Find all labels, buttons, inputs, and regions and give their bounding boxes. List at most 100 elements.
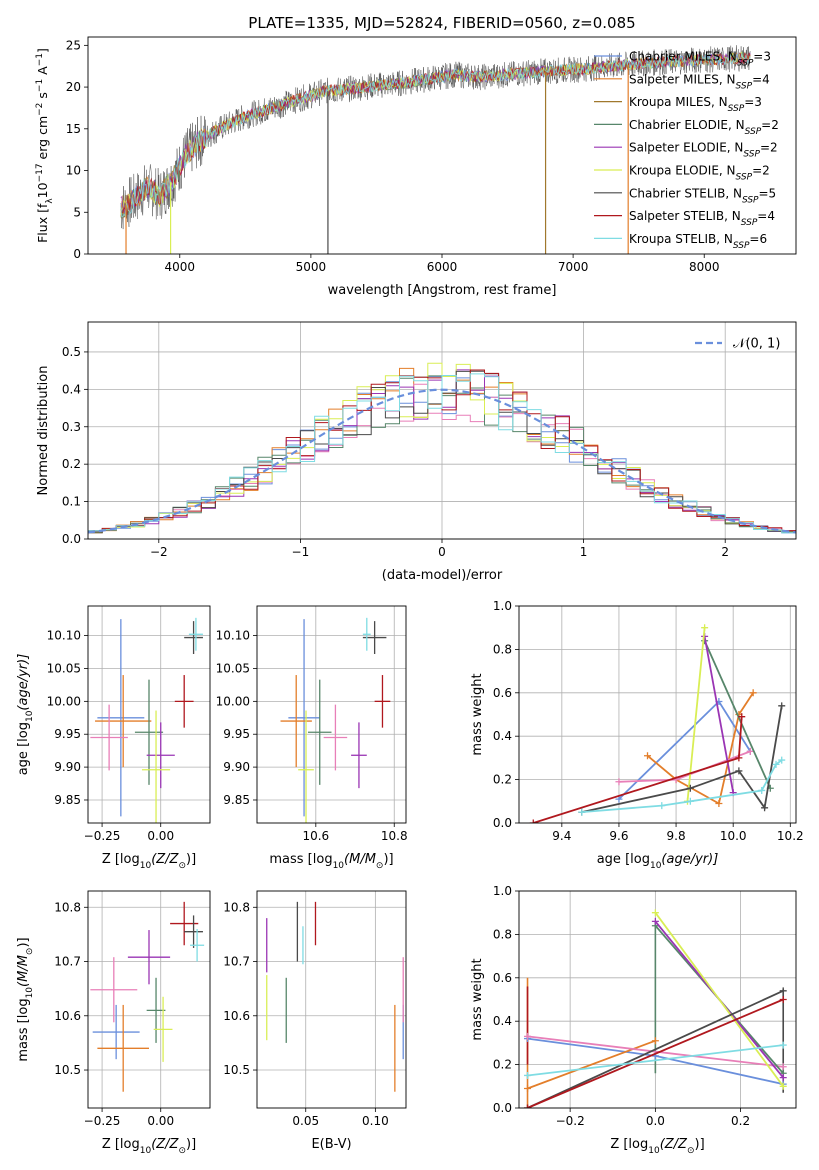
weight-point-marker xyxy=(658,802,666,810)
x-tick-label: 0.10 xyxy=(362,1114,389,1128)
y-tick-label: 0.2 xyxy=(62,457,81,471)
y-tick-label: 5 xyxy=(73,205,81,219)
weight-point-marker xyxy=(746,747,754,755)
label-part: SSP xyxy=(736,173,753,183)
y-tick-label: 0.8 xyxy=(493,927,512,941)
label-part: mass [log xyxy=(16,998,31,1061)
y-tick-label: 0.2 xyxy=(493,773,512,787)
x-tick-label: 0.00 xyxy=(147,829,174,843)
weight-point-marker xyxy=(644,752,652,760)
label-part: )] xyxy=(16,937,31,947)
age-vs-metallicity-panel: −0.25 0.00 9.85 9.90 9.95 10.00 10.05 10.10 Z [l… xyxy=(16,605,211,871)
y-tick-label: 9.95 xyxy=(54,727,81,741)
label-part: ⊙ xyxy=(687,1146,695,1156)
y-tick-label: 1.0 xyxy=(493,884,512,898)
weight-point-marker xyxy=(701,624,709,632)
weight-point-marker xyxy=(779,1041,787,1049)
x-tick-label: 10.6 xyxy=(302,829,329,843)
weight-point-marker xyxy=(778,702,786,710)
x-axis-label: age [log10(age/yr)] xyxy=(597,852,719,871)
figure-title: PLATE=1335, MJD=52824, FIBERID=0560, z=0… xyxy=(248,14,635,32)
x-axis-label: E(B-V) xyxy=(311,1137,351,1152)
y-tick-label: 10.10 xyxy=(47,629,81,643)
label-part: =6 xyxy=(749,232,767,246)
y-tick-label: 10.8 xyxy=(223,900,250,914)
y-tick-label: 9.90 xyxy=(54,760,81,774)
label-part: Salpeter ELODIE, N xyxy=(629,141,743,155)
axes-frame xyxy=(87,890,211,1109)
y-tick-label: 0.4 xyxy=(493,1014,512,1028)
x-axis-label: wavelength [Angstrom, rest frame] xyxy=(328,283,557,298)
weight-point-marker xyxy=(758,786,766,794)
label-part: ⊙ xyxy=(178,1146,186,1156)
label-part: Salpeter MILES, N xyxy=(629,72,736,86)
y-tick-label: 0.5 xyxy=(62,345,81,359)
y-tick-label: 10.7 xyxy=(54,955,81,969)
axes-frame xyxy=(518,605,797,824)
label-part: Z [log xyxy=(102,1137,140,1152)
x-tick-label: 0.2 xyxy=(731,1114,750,1128)
x-tick-label: −0.25 xyxy=(84,829,121,843)
y-tick-label: 10.05 xyxy=(216,661,250,675)
weight-point-marker xyxy=(651,917,659,925)
x-tick-label: 1 xyxy=(580,545,588,559)
weight-point-marker xyxy=(524,1032,532,1040)
x-tick-label: 7000 xyxy=(558,260,589,274)
label-part: E(B-V) xyxy=(311,1137,351,1152)
weight-point-marker xyxy=(779,1063,787,1071)
y-tick-label: 9.90 xyxy=(223,760,250,774)
label-part: =4 xyxy=(752,72,770,86)
label-part: (age/yr)] xyxy=(661,852,718,867)
label-part: Flux [f xyxy=(35,203,50,243)
legend-entry: Kroupa ELODIE, NSSP=2 xyxy=(629,164,770,183)
weight-point-marker xyxy=(779,996,787,1003)
y-tick-label: 1.0 xyxy=(493,599,512,613)
label-part: (M/M xyxy=(344,852,376,867)
y-tick-label: 9.85 xyxy=(54,793,81,807)
x-tick-label: 0.0 xyxy=(646,1114,665,1128)
y-tick-label: 0.1 xyxy=(62,495,81,509)
y-tick-label: 0.8 xyxy=(493,642,512,656)
weight-point-marker xyxy=(578,808,586,816)
axes-frame xyxy=(87,36,797,255)
x-tick-label: 5000 xyxy=(296,260,327,274)
x-tick-label: 0.00 xyxy=(147,1114,174,1128)
x-axis-label: (data-model)/error xyxy=(382,568,503,583)
label-part: )] xyxy=(186,852,196,867)
x-tick-label: −2 xyxy=(150,545,168,559)
spectrum-series-line xyxy=(120,52,751,216)
y-tick-label: 0.6 xyxy=(493,971,512,985)
y-tick-label: 10.05 xyxy=(47,661,81,675)
y-tick-label: 10.5 xyxy=(223,1063,250,1077)
y-axis-label: mass weight xyxy=(470,673,485,755)
x-axis-label: Z [log10(Z/Z⊙)] xyxy=(102,1137,196,1156)
label-part: age [log xyxy=(16,722,31,775)
label-part: A xyxy=(35,66,50,79)
label-part: −1 xyxy=(35,79,45,92)
label-part: =2 xyxy=(760,141,778,155)
x-tick-label: 0.05 xyxy=(292,1114,319,1128)
weight-point-marker xyxy=(779,1082,787,1090)
label-part: age [log xyxy=(597,852,650,867)
label-part: Chabrier MILES, N xyxy=(629,50,737,64)
x-axis-label: Z [log10(Z/Z⊙)] xyxy=(610,1137,704,1156)
axes-frame xyxy=(87,605,211,824)
weight-series-line xyxy=(527,989,784,1108)
label-part: =2 xyxy=(761,118,779,132)
histogram-step-line xyxy=(88,373,796,534)
weight-series-line xyxy=(527,1044,784,1077)
mass-vs-reddening-panel: 0.05 0.10 10.5 10.6 10.7 10.8 E(B-V) xyxy=(223,890,407,1152)
label-part: −2 xyxy=(35,103,45,116)
weight-series-line xyxy=(646,692,754,805)
legend-entry: Salpeter ELODIE, NSSP=2 xyxy=(629,141,778,160)
residual-histogram-panel: −2 −1 0 1 2 0.0 0.1 0.2 0.3 0.4 0.5 𝒩(0, 1) (data-mo… xyxy=(36,321,797,583)
label-part: 10 xyxy=(650,861,662,871)
weight-series-line xyxy=(527,998,784,1108)
weight-point-marker xyxy=(772,760,780,768)
x-axis-label: mass [log10(M/M⊙)] xyxy=(269,852,393,871)
weight-point-marker xyxy=(686,784,694,792)
label-part: SSP xyxy=(745,127,762,137)
y-tick-label: 20 xyxy=(66,80,81,94)
label-part: (age/yr)] xyxy=(16,654,31,711)
